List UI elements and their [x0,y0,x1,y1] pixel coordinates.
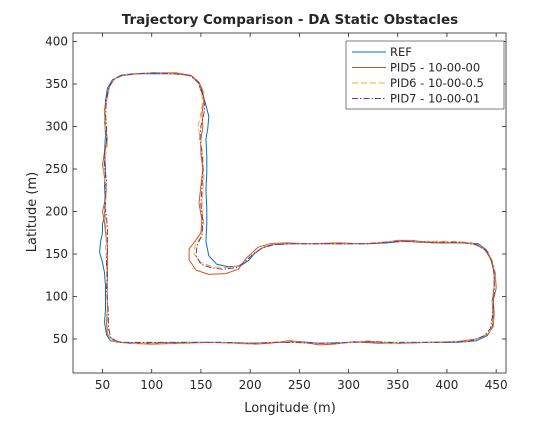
y-tick-label: 50 [53,332,68,346]
plot-area: 50 100 150 200 250 300 350 400 450 50 100 150 200 250… [45,32,508,392]
legend-label-2: PID5 - 10-00-00 [390,61,480,75]
x-tick-label: 350 [386,378,409,392]
y-tick-label: 250 [45,162,68,176]
legend-label-1: REF [390,45,412,59]
x-tick-label: 100 [140,378,163,392]
x-tick-label: 450 [485,378,508,392]
series-line-4 [104,72,495,344]
x-tick-label: 400 [436,378,459,392]
y-tick-label: 100 [45,290,68,304]
legend-label-4: PID7 - 10-00-01 [390,92,480,106]
x-tick-label: 200 [239,378,262,392]
x-tick-label: 300 [337,378,360,392]
chart-title: Trajectory Comparison - DA Static Obstac… [122,12,458,28]
y-tick-label: 400 [45,35,68,49]
x-axis-label: Longitude (m) [244,401,336,416]
y-tick-label: 300 [45,120,68,134]
y-tick-label: 150 [45,247,68,261]
y-tick-label: 200 [45,205,68,219]
x-tick-label: 150 [189,378,212,392]
x-tick-label: 50 [95,378,110,392]
y-axis-label: Latitude (m) [25,172,40,252]
legend-label-3: PID6 - 10-00-0.5 [390,76,484,90]
y-tick-label: 350 [45,77,68,91]
x-tick-label: 250 [288,378,311,392]
